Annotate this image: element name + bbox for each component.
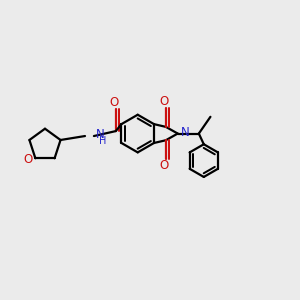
Text: O: O [159, 95, 169, 108]
Text: O: O [109, 96, 119, 109]
Text: H: H [99, 136, 106, 146]
Text: O: O [24, 153, 33, 166]
Text: O: O [159, 159, 169, 172]
Text: N: N [96, 128, 105, 141]
Text: N: N [181, 126, 190, 139]
